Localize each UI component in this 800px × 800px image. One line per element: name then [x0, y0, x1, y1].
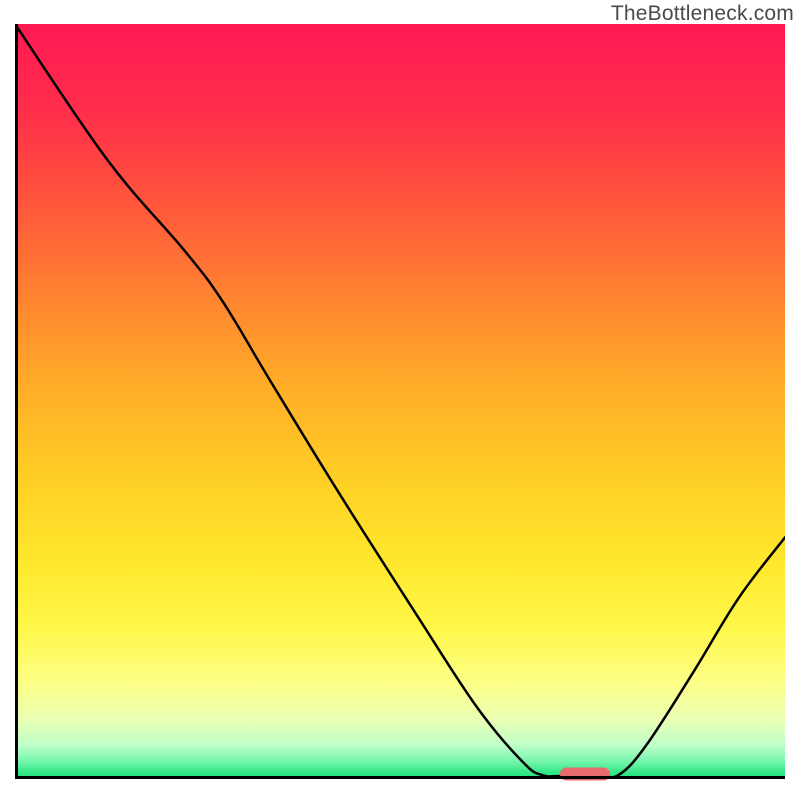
- chart-background: [15, 24, 785, 779]
- optimal-marker: [560, 768, 610, 781]
- chart-area: [15, 24, 785, 779]
- chart-svg: [15, 24, 785, 779]
- watermark-text: TheBottleneck.com: [611, 2, 794, 26]
- x-axis: [15, 776, 785, 779]
- y-axis: [15, 24, 18, 779]
